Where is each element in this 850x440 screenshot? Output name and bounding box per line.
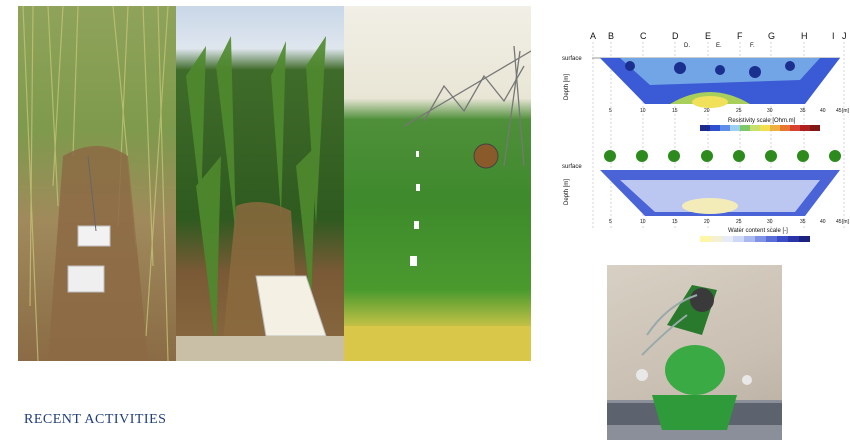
corn-furrow-irrigation-photo — [176, 6, 344, 361]
marker-label: D. — [684, 43, 690, 49]
distance-tick: 20 — [704, 108, 710, 114]
distance-tick: 40 — [820, 108, 826, 114]
wheat-lysimeter-photo — [18, 6, 176, 361]
distance-unit: [m] — [842, 108, 850, 114]
distance-tick: 30 — [767, 219, 773, 225]
distance-tick: 5 — [609, 108, 612, 114]
distance-tick: 5 — [609, 219, 612, 225]
water-scale-label: Water content scale [-] — [728, 228, 788, 234]
col-letter: A — [590, 31, 596, 41]
resistivity-diagram: A B C D E F G H I J D. E. F. surface Dep… — [560, 30, 850, 252]
distance-tick: 35 — [800, 219, 806, 225]
distance-tick: 30 — [767, 108, 773, 114]
distance-tick: 35 — [800, 108, 806, 114]
marker-label: E. — [716, 43, 722, 49]
marker-label: F. — [750, 43, 755, 49]
distance-tick: 45 — [836, 219, 842, 225]
distance-tick: 10 — [640, 219, 646, 225]
col-letter: J — [842, 31, 847, 41]
distance-tick: 40 — [820, 219, 826, 225]
col-letter: G — [768, 31, 775, 41]
col-letter: F — [737, 31, 743, 41]
depth-label: Depth [m] — [564, 74, 570, 100]
distance-tick: 45 — [836, 108, 842, 114]
col-letter: D — [672, 31, 679, 41]
col-letter: I — [832, 31, 835, 41]
col-letter: H — [801, 31, 808, 41]
col-letter: C — [640, 31, 647, 41]
distance-tick: 25 — [736, 219, 742, 225]
distance-tick: 20 — [704, 219, 710, 225]
green-hydraulic-valve-photo — [607, 265, 782, 440]
center-pivot-sprinkler-photo — [344, 6, 531, 361]
surface-label: surface — [562, 56, 582, 62]
col-letter: B — [608, 31, 614, 41]
recent-activities-heading: RECENT ACTIVITIES — [24, 412, 167, 427]
depth-label-2: Depth [m] — [564, 179, 570, 205]
distance-tick: 10 — [640, 108, 646, 114]
distance-tick: 15 — [672, 219, 678, 225]
resistivity-scale-label: Resistivity scale [Ohm.m] — [728, 118, 796, 124]
distance-tick: 25 — [736, 108, 742, 114]
col-letter: E — [705, 31, 711, 41]
distance-unit-2: [m] — [842, 219, 850, 225]
surface-label-2: surface — [562, 164, 582, 170]
distance-tick: 15 — [672, 108, 678, 114]
